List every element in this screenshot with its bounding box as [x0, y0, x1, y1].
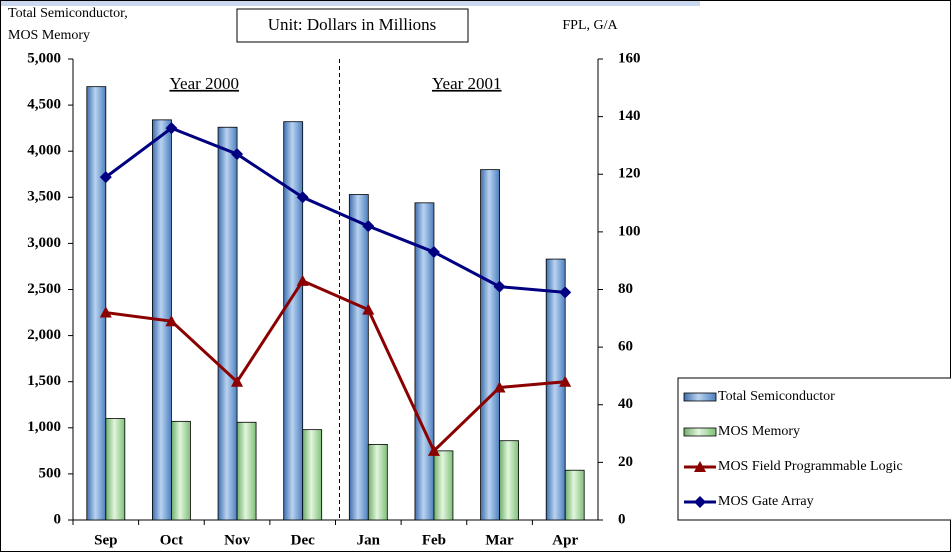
- y-tick-label: 4,500: [27, 97, 61, 113]
- y-tick-label: 2,000: [27, 327, 61, 343]
- x-tick-label: Feb: [422, 532, 446, 548]
- x-tick-label: Jan: [357, 532, 381, 548]
- legend-label: MOS Memory: [718, 424, 800, 439]
- legend-label: Total Semiconductor: [718, 389, 835, 404]
- bar: [480, 169, 500, 521]
- top-band: [0, 0, 700, 6]
- period-label: Year 2000: [169, 74, 239, 93]
- marker: [427, 246, 440, 259]
- y-tick-label: 5,000: [27, 50, 61, 66]
- x-tick-label: Mar: [485, 532, 514, 548]
- bar: [217, 126, 238, 521]
- bar: [302, 429, 323, 521]
- y-tick-label: 1,500: [27, 373, 61, 389]
- y2-tick-label: 140: [618, 108, 641, 124]
- marker: [493, 381, 506, 393]
- marker: [493, 280, 506, 293]
- y2-tick-label: 0: [618, 511, 626, 527]
- x-tick-label: Sep: [94, 532, 117, 548]
- y-tick-label: 1,000: [27, 419, 61, 435]
- period-label: Year 2001: [432, 74, 502, 93]
- y-tick-label: 3,000: [27, 235, 61, 251]
- marker: [99, 306, 112, 318]
- marker: [559, 286, 572, 299]
- y-tick-label: 500: [39, 465, 62, 481]
- y2-tick-label: 60: [618, 339, 633, 355]
- y-tick-label: 4,000: [27, 143, 61, 159]
- marker: [427, 444, 440, 456]
- bar: [499, 440, 519, 521]
- y2-tick-label: 100: [618, 223, 641, 239]
- bar: [367, 443, 388, 521]
- x-tick-label: Dec: [291, 532, 315, 548]
- bar: [564, 469, 585, 521]
- bar: [433, 450, 454, 521]
- marker: [694, 496, 706, 508]
- x-tick-label: Apr: [552, 532, 578, 548]
- bar: [283, 121, 304, 521]
- marker: [231, 375, 244, 387]
- y2-tick-label: 120: [618, 166, 641, 182]
- bar: [348, 194, 369, 521]
- annotation-box: [236, 8, 469, 43]
- y-label-line: Total Semiconductor,: [8, 6, 128, 21]
- marker: [165, 122, 178, 135]
- marker: [362, 303, 375, 315]
- legend-box: [677, 377, 951, 521]
- legend-label: MOS Field Programmable Logic: [718, 459, 903, 474]
- marker: [559, 375, 572, 387]
- y2-label: FPL, G/A: [562, 18, 618, 33]
- marker: [296, 191, 309, 204]
- legend-label: MOS Gate Array: [718, 494, 814, 509]
- legend-swatch: [683, 427, 717, 437]
- marker: [296, 274, 309, 286]
- y2-tick-label: 80: [618, 281, 633, 297]
- marker: [362, 220, 375, 233]
- y2-tick-label: 40: [618, 396, 633, 412]
- y-tick-label: 3,500: [27, 189, 61, 205]
- y-tick-label: 0: [54, 511, 62, 527]
- bar: [236, 421, 257, 521]
- y-label-line: MOS Memory: [8, 28, 90, 43]
- y2-tick-label: 160: [618, 50, 641, 66]
- bar: [171, 420, 191, 521]
- x-tick-label: Nov: [224, 532, 250, 548]
- y-tick-label: 2,500: [27, 281, 61, 297]
- line-series: [105, 278, 566, 454]
- y2-tick-label: 20: [618, 454, 633, 470]
- marker: [165, 315, 178, 327]
- legend-swatch: [683, 392, 717, 402]
- marker: [99, 171, 112, 184]
- x-tick-label: Oct: [160, 532, 183, 548]
- bar: [86, 86, 107, 521]
- bar: [545, 258, 566, 521]
- bar: [105, 418, 126, 521]
- line-series: [104, 126, 566, 294]
- annotation: Unit: Dollars in Millions: [268, 15, 437, 34]
- marker: [231, 148, 244, 161]
- marker: [694, 461, 706, 472]
